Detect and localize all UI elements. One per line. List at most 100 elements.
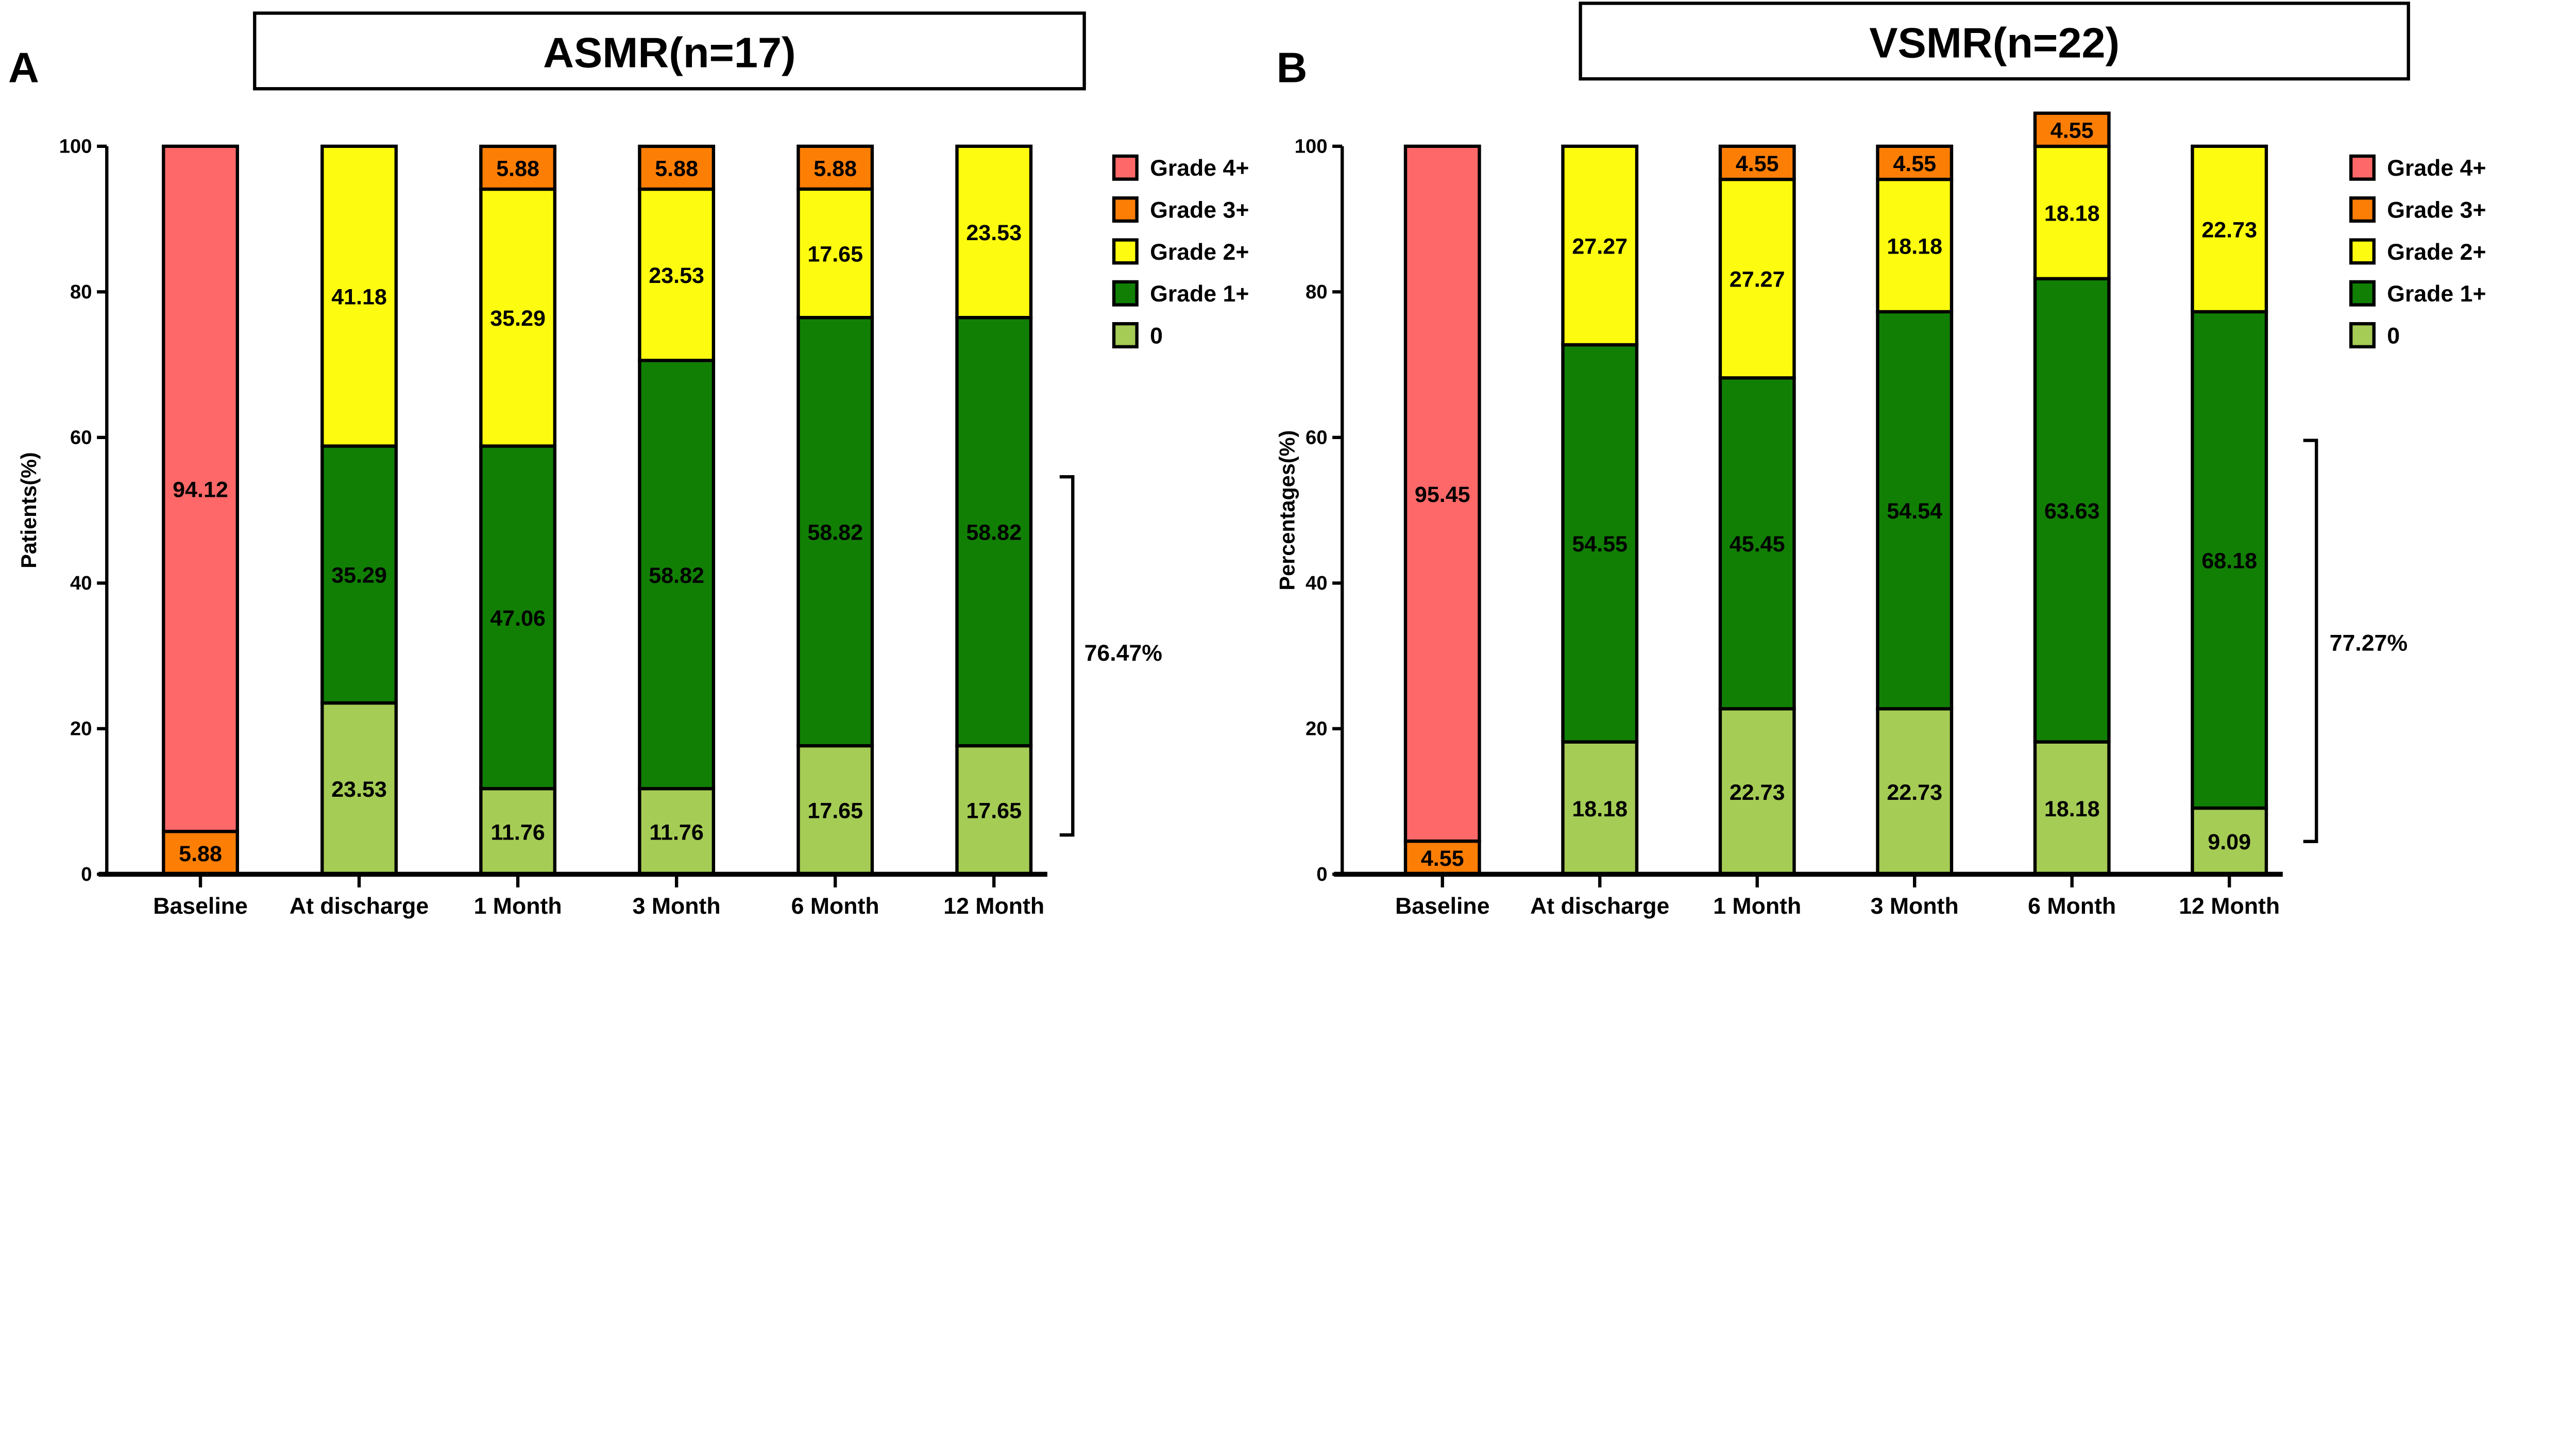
bar-segment (479, 787, 557, 876)
data-label: 54.54 (1887, 499, 1942, 524)
data-label: 5.88 (814, 156, 857, 181)
legend-swatch (2349, 196, 2376, 223)
data-label: 23.53 (966, 221, 1022, 245)
bar-segment (2191, 144, 2268, 314)
legend-label: Grade 4+ (2387, 156, 2486, 181)
data-label: 94.12 (173, 478, 228, 502)
x-tick-label: 6 Month (791, 894, 879, 919)
data-label: 23.53 (649, 263, 704, 288)
y-axis-label: Percentages(%) (1275, 430, 1299, 591)
bar-segment (796, 744, 874, 876)
x-tick-label: Baseline (1395, 894, 1490, 919)
bar-segment (1403, 144, 1481, 843)
data-label: 5.88 (179, 842, 222, 866)
data-label: 58.82 (649, 563, 704, 588)
x-tick-label: Baseline (153, 894, 248, 919)
bracket (2303, 439, 2318, 844)
data-label: 18.18 (2044, 201, 2100, 226)
data-label: 22.73 (2201, 217, 2257, 242)
data-label: 95.45 (1415, 482, 1470, 507)
bar-segment (1876, 310, 1954, 711)
data-label: 41.18 (331, 285, 387, 310)
data-label: 35.29 (331, 563, 387, 588)
y-tick-label: 40 (1306, 572, 1328, 594)
legend-swatch (2349, 322, 2376, 349)
y-axis-label: Patients(%) (16, 452, 41, 568)
bar-segment (1718, 177, 1796, 380)
y-tick-label: 0 (1316, 863, 1327, 885)
y-tick-label: 0 (81, 863, 92, 885)
panel-label: B (1277, 43, 1308, 91)
legend-swatch (1112, 196, 1139, 223)
title-box (1579, 2, 2410, 81)
data-label: 5.88 (496, 156, 539, 181)
x-tick-label: 1 Month (474, 894, 562, 919)
legend-swatch (1112, 154, 1139, 181)
legend-label: Grade 2+ (1150, 240, 1249, 265)
legend-label: 0 (1150, 323, 1163, 348)
data-label: 17.65 (807, 242, 863, 266)
data-label: 4.55 (1893, 152, 1936, 176)
title-box (253, 11, 1086, 91)
legend-swatch (2349, 280, 2376, 307)
data-label: 58.82 (807, 521, 863, 545)
data-label: 11.76 (649, 820, 703, 845)
data-label: 23.53 (331, 777, 387, 802)
bar-segment (796, 316, 874, 748)
bar-segment (955, 144, 1033, 320)
bar-segment (1718, 376, 1796, 711)
panel-label: A (8, 43, 39, 91)
data-label: 17.65 (807, 799, 863, 824)
bar-segment (479, 187, 557, 448)
bar-segment (1876, 177, 1954, 314)
bracket (1059, 475, 1075, 837)
data-label: 27.27 (1572, 234, 1628, 259)
data-label: 17.65 (966, 799, 1022, 824)
data-label: 4.55 (1736, 152, 1779, 176)
bar-segment (320, 144, 398, 448)
data-label: 47.06 (490, 606, 546, 631)
bracket-annotation: 76.47% (1084, 641, 1162, 666)
x-tick-label: 6 Month (2028, 894, 2116, 919)
data-label: 63.63 (2044, 499, 2100, 524)
legend-label: Grade 2+ (2387, 240, 2486, 265)
bar-segment (1876, 707, 1954, 876)
bar-segment (2191, 806, 2268, 876)
y-tick-label: 20 (70, 718, 92, 740)
y-tick-label: 80 (1306, 281, 1328, 303)
bar-segment (320, 444, 398, 705)
legend-swatch (2349, 238, 2376, 265)
data-label: 18.18 (1572, 797, 1628, 821)
bar-segment (479, 444, 557, 791)
bar-segment (1876, 144, 1954, 181)
bar-segment (638, 187, 716, 362)
figure: A ASMR(n=17) Patients(%) 5.88 94.12 Baseline 2… (8, 2, 2486, 919)
data-label: 9.09 (2208, 830, 2251, 854)
legend-label: 0 (2387, 323, 2400, 348)
chart-title: ASMR(n=17) (543, 29, 796, 77)
data-label: 58.82 (966, 521, 1022, 545)
x-tick-label: 12 Month (943, 894, 1044, 919)
data-label: 45.45 (1730, 532, 1785, 557)
x-tick-label: At discharge (1530, 894, 1669, 919)
panel-b: B VSMR(n=22) Percentages(%) 4.55 95.45 Baseli… (1275, 2, 2486, 919)
data-label: 4.55 (2050, 119, 2094, 143)
data-label: 35.29 (490, 306, 546, 331)
y-tick-label: 100 (1295, 136, 1328, 158)
x-tick-label: 3 Month (633, 894, 721, 919)
bar-segment (955, 316, 1033, 748)
bar-segment (2033, 111, 2111, 148)
data-label: 22.73 (1887, 780, 1942, 805)
x-tick-label: 1 Month (1713, 894, 1801, 919)
data-label: 18.18 (2044, 797, 2100, 821)
legend-label: Grade 3+ (2387, 198, 2486, 223)
bar-segment (1561, 343, 1639, 744)
chart-title: VSMR(n=22) (1869, 19, 2120, 67)
x-tick-label: At discharge (290, 894, 429, 919)
panel-a: A ASMR(n=17) Patients(%) 5.88 94.12 Baseline 2… (8, 11, 1249, 919)
y-tick-label: 100 (59, 136, 92, 158)
legend-label: Grade 1+ (1150, 281, 1249, 307)
bar-segment (162, 144, 239, 833)
x-tick-label: 12 Month (2179, 894, 2280, 919)
bar-segment (955, 744, 1033, 876)
